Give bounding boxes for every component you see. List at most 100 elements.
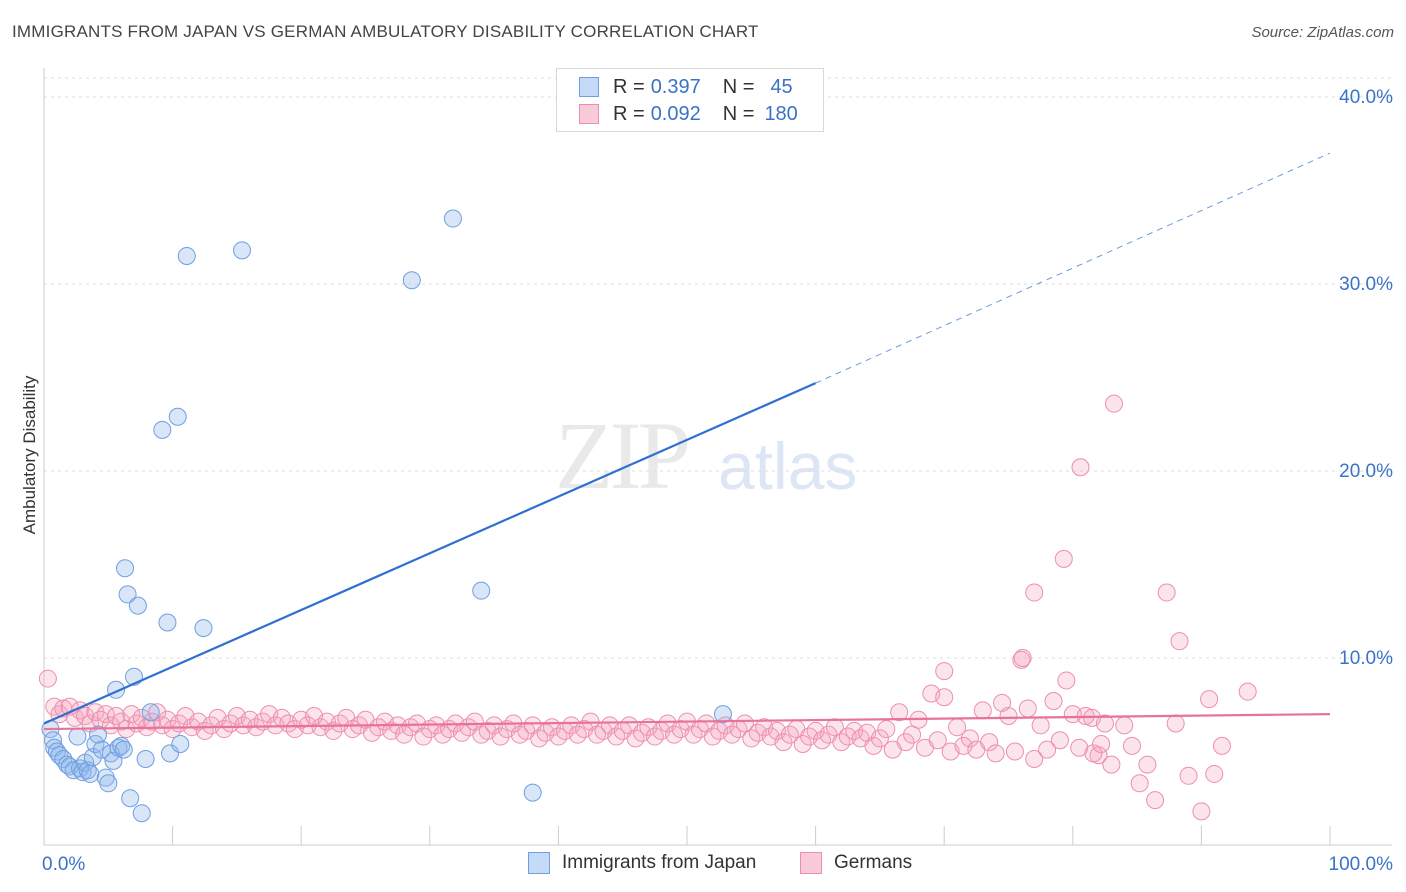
japan-point xyxy=(116,559,135,578)
japan-point xyxy=(233,241,252,260)
legend-row-japan: R = 0.397 N = 45 xyxy=(579,75,793,99)
legend-n-value: 45 xyxy=(770,75,793,98)
german-point xyxy=(960,729,979,748)
legend-r-label: R = xyxy=(613,75,645,98)
legend-r-label: R = xyxy=(613,102,645,125)
german-point xyxy=(793,735,812,754)
german-point xyxy=(491,727,510,746)
japan-point xyxy=(158,613,177,632)
bottom-legend-label-japan: Immigrants from Japan xyxy=(562,852,757,873)
german-point xyxy=(1146,791,1165,810)
legend-r-value: 0.397 xyxy=(650,75,701,98)
german-point xyxy=(395,725,414,744)
german-point xyxy=(935,688,954,707)
german-point xyxy=(986,744,1005,763)
german-point xyxy=(896,733,915,752)
legend-swatch-pink xyxy=(579,104,599,124)
german-point xyxy=(825,718,844,737)
german-point xyxy=(890,703,909,722)
bottom-legend-germans: Germans xyxy=(800,852,912,874)
japan-point xyxy=(443,209,462,228)
german-point xyxy=(101,716,120,735)
bottom-legend-japan: Immigrants from Japan xyxy=(528,852,756,874)
german-point xyxy=(1095,714,1114,733)
german-point xyxy=(774,733,793,752)
bottom-legend-swatch-blue xyxy=(528,852,550,874)
japan-point xyxy=(128,596,147,615)
german-point xyxy=(465,712,484,731)
y-tick-label: 10.0% xyxy=(1339,648,1393,669)
japan-point xyxy=(114,740,133,759)
japan-point xyxy=(68,727,87,746)
y-tick-label: 20.0% xyxy=(1339,461,1393,482)
japan-point xyxy=(132,804,151,823)
chart-title: IMMIGRANTS FROM JAPAN VS GERMAN AMBULATO… xyxy=(12,22,759,41)
german-point xyxy=(1057,671,1076,690)
y-tick-label: 30.0% xyxy=(1339,274,1393,295)
japan-point xyxy=(171,735,190,754)
german-point xyxy=(1092,735,1111,754)
japan-point xyxy=(89,725,108,744)
german-point xyxy=(928,731,947,750)
y-tick-label: 40.0% xyxy=(1339,87,1393,108)
german-point xyxy=(1115,716,1134,735)
german-point xyxy=(1084,744,1103,763)
german-point xyxy=(1025,583,1044,602)
watermark-atlas: atlas xyxy=(718,429,858,503)
german-point xyxy=(1013,649,1032,667)
japan-point xyxy=(81,764,100,783)
german-point xyxy=(903,725,922,744)
german-point xyxy=(1050,731,1069,750)
german-point xyxy=(1005,742,1024,761)
german-point xyxy=(1102,755,1121,774)
source-note: Source: ZipAtlas.com xyxy=(1251,24,1394,41)
german-point xyxy=(1031,716,1050,735)
legend-r-value: 0.092 xyxy=(650,102,701,125)
german-point xyxy=(877,720,896,739)
german-trend-line xyxy=(43,713,1331,731)
german-point xyxy=(1044,692,1063,711)
japan-point xyxy=(714,705,733,724)
german-point xyxy=(1157,583,1176,602)
japan-point xyxy=(168,407,187,426)
german-point xyxy=(1070,738,1089,757)
german-point xyxy=(1122,736,1141,755)
german-point xyxy=(122,705,141,724)
japan-point xyxy=(121,789,140,808)
x-tick-label-start: 0.0% xyxy=(42,854,85,875)
bottom-legend: Immigrants from Japan Germans xyxy=(0,852,1406,878)
german-point xyxy=(1179,766,1198,785)
german-point xyxy=(1192,802,1211,821)
legend-n-value: 180 xyxy=(764,102,798,125)
german-point xyxy=(1166,714,1185,733)
japan-point xyxy=(153,420,172,439)
japan-point xyxy=(472,581,491,600)
japan-point xyxy=(194,619,213,638)
stats-legend: R = 0.397 N = 45 R = 0.092 N = 180 xyxy=(556,68,824,132)
german-point xyxy=(864,736,883,755)
german-point xyxy=(1200,690,1219,709)
german-point xyxy=(1018,699,1037,718)
german-point xyxy=(1170,632,1189,651)
japan-point xyxy=(141,703,160,722)
german-point xyxy=(993,693,1012,712)
german-point xyxy=(1212,736,1231,755)
legend-row-germans: R = 0.092 N = 180 xyxy=(579,102,798,126)
japan-point xyxy=(523,783,542,802)
japan-point xyxy=(99,774,118,793)
german-point xyxy=(38,669,57,688)
german-point xyxy=(414,727,433,746)
german-point xyxy=(735,714,754,733)
german-point xyxy=(1205,764,1224,783)
german-point xyxy=(973,701,992,720)
german-point xyxy=(107,706,126,725)
japan-trend-line xyxy=(43,382,817,725)
japan-point xyxy=(161,744,180,763)
legend-n-label: N = xyxy=(722,75,755,98)
german-point xyxy=(1130,774,1149,793)
german-point xyxy=(1025,749,1044,768)
watermark-zip: ZIP xyxy=(555,402,691,509)
legend-swatch-blue xyxy=(579,77,599,97)
german-point xyxy=(980,733,999,752)
